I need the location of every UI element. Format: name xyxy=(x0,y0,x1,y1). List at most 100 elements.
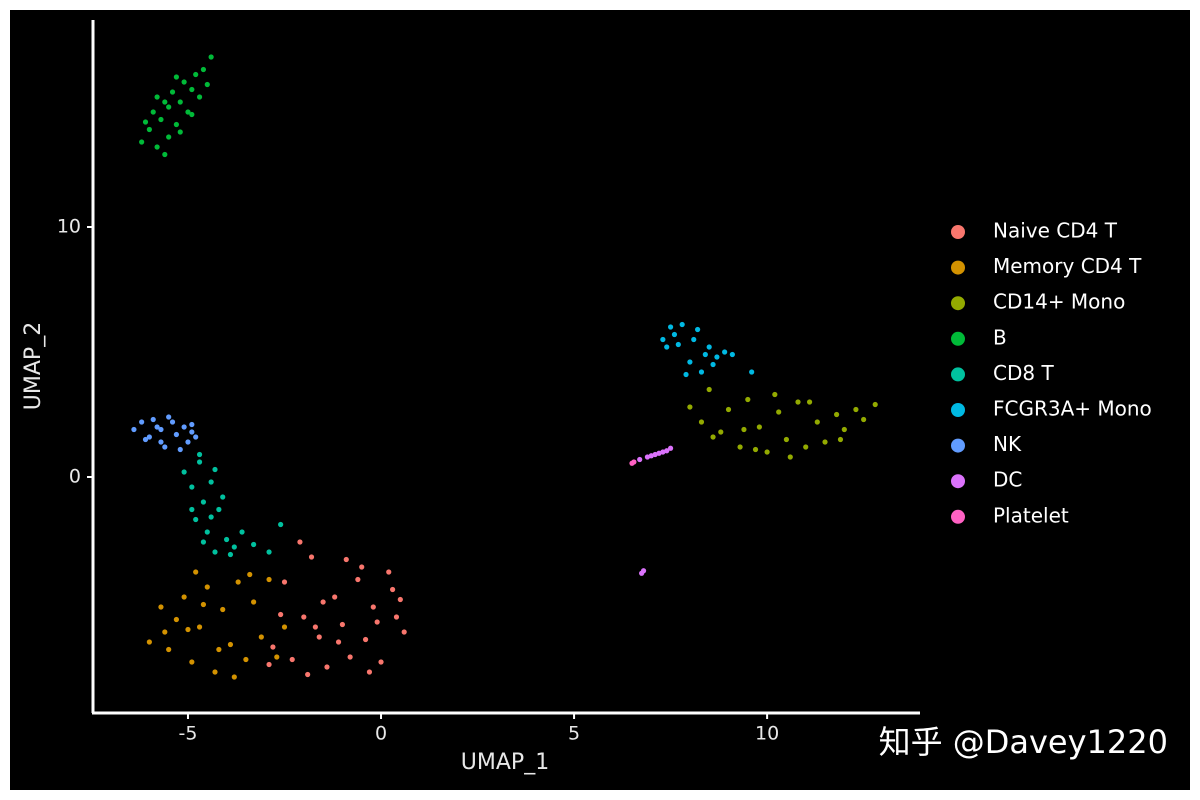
point xyxy=(390,586,396,593)
point xyxy=(185,109,191,115)
point xyxy=(320,599,326,605)
point xyxy=(177,99,183,105)
point xyxy=(745,396,751,403)
x-tick-label: 10 xyxy=(755,723,779,745)
point xyxy=(639,570,645,576)
point xyxy=(216,646,222,653)
point xyxy=(208,479,214,485)
point xyxy=(679,321,685,328)
legend-label: Memory CD4 T xyxy=(993,254,1142,278)
legend-marker xyxy=(951,225,965,239)
point xyxy=(251,541,257,548)
point xyxy=(208,514,214,520)
point xyxy=(189,421,195,428)
background xyxy=(10,10,1190,790)
point xyxy=(162,629,168,635)
point xyxy=(208,54,214,60)
point xyxy=(343,556,349,563)
point xyxy=(196,459,203,465)
point xyxy=(146,434,152,440)
point xyxy=(281,624,288,630)
point xyxy=(247,571,253,578)
point xyxy=(683,371,689,378)
point xyxy=(274,654,280,660)
point xyxy=(227,551,234,558)
point xyxy=(687,404,693,410)
point xyxy=(706,386,712,393)
point xyxy=(266,661,272,668)
point xyxy=(223,536,230,543)
legend-marker xyxy=(951,296,965,311)
point xyxy=(714,354,720,360)
point xyxy=(166,646,172,653)
point xyxy=(312,624,318,630)
point xyxy=(853,406,859,413)
point xyxy=(177,129,183,135)
point xyxy=(216,506,222,513)
point xyxy=(193,516,199,523)
point xyxy=(181,79,187,85)
point xyxy=(316,634,322,640)
point xyxy=(374,619,380,625)
legend-label: DC xyxy=(993,468,1022,492)
point xyxy=(189,484,195,490)
point xyxy=(243,656,249,663)
point xyxy=(139,419,145,425)
point xyxy=(266,576,272,583)
point xyxy=(660,336,666,343)
point xyxy=(169,89,176,95)
point xyxy=(200,499,207,505)
point xyxy=(861,416,867,423)
point xyxy=(764,449,770,455)
point xyxy=(154,94,160,100)
point xyxy=(347,654,353,660)
point xyxy=(181,594,187,600)
point xyxy=(335,639,342,645)
point xyxy=(637,456,643,463)
point xyxy=(251,599,257,605)
point xyxy=(189,86,195,93)
point xyxy=(675,341,681,348)
legend-marker xyxy=(951,509,965,524)
point xyxy=(787,454,793,460)
point xyxy=(370,604,376,610)
point xyxy=(150,109,156,115)
point xyxy=(803,444,809,450)
point xyxy=(289,656,295,663)
point xyxy=(366,669,373,675)
legend-marker xyxy=(951,260,965,275)
point xyxy=(158,604,164,610)
point xyxy=(146,126,152,133)
point xyxy=(664,448,670,454)
point xyxy=(220,494,226,500)
point xyxy=(150,416,156,423)
x-axis-title: UMAP_1 xyxy=(461,750,549,775)
legend-marker xyxy=(951,367,965,382)
point xyxy=(200,601,207,608)
point xyxy=(235,579,241,585)
y-tick-label: 10 xyxy=(57,216,81,238)
point xyxy=(142,119,149,125)
point xyxy=(386,569,392,575)
point xyxy=(196,451,203,458)
point xyxy=(664,344,670,350)
point xyxy=(189,111,195,118)
point xyxy=(749,369,755,375)
point xyxy=(231,674,237,680)
point xyxy=(166,134,172,140)
point xyxy=(212,549,218,555)
point xyxy=(227,641,234,648)
point xyxy=(193,434,199,440)
point xyxy=(239,529,245,535)
point xyxy=(169,419,176,425)
point xyxy=(806,399,813,405)
point xyxy=(158,439,164,445)
point xyxy=(173,431,179,438)
point xyxy=(756,424,762,430)
point xyxy=(204,81,210,88)
legend-label: B xyxy=(993,325,1007,349)
point xyxy=(181,424,187,430)
point xyxy=(193,569,199,575)
point xyxy=(737,444,743,450)
